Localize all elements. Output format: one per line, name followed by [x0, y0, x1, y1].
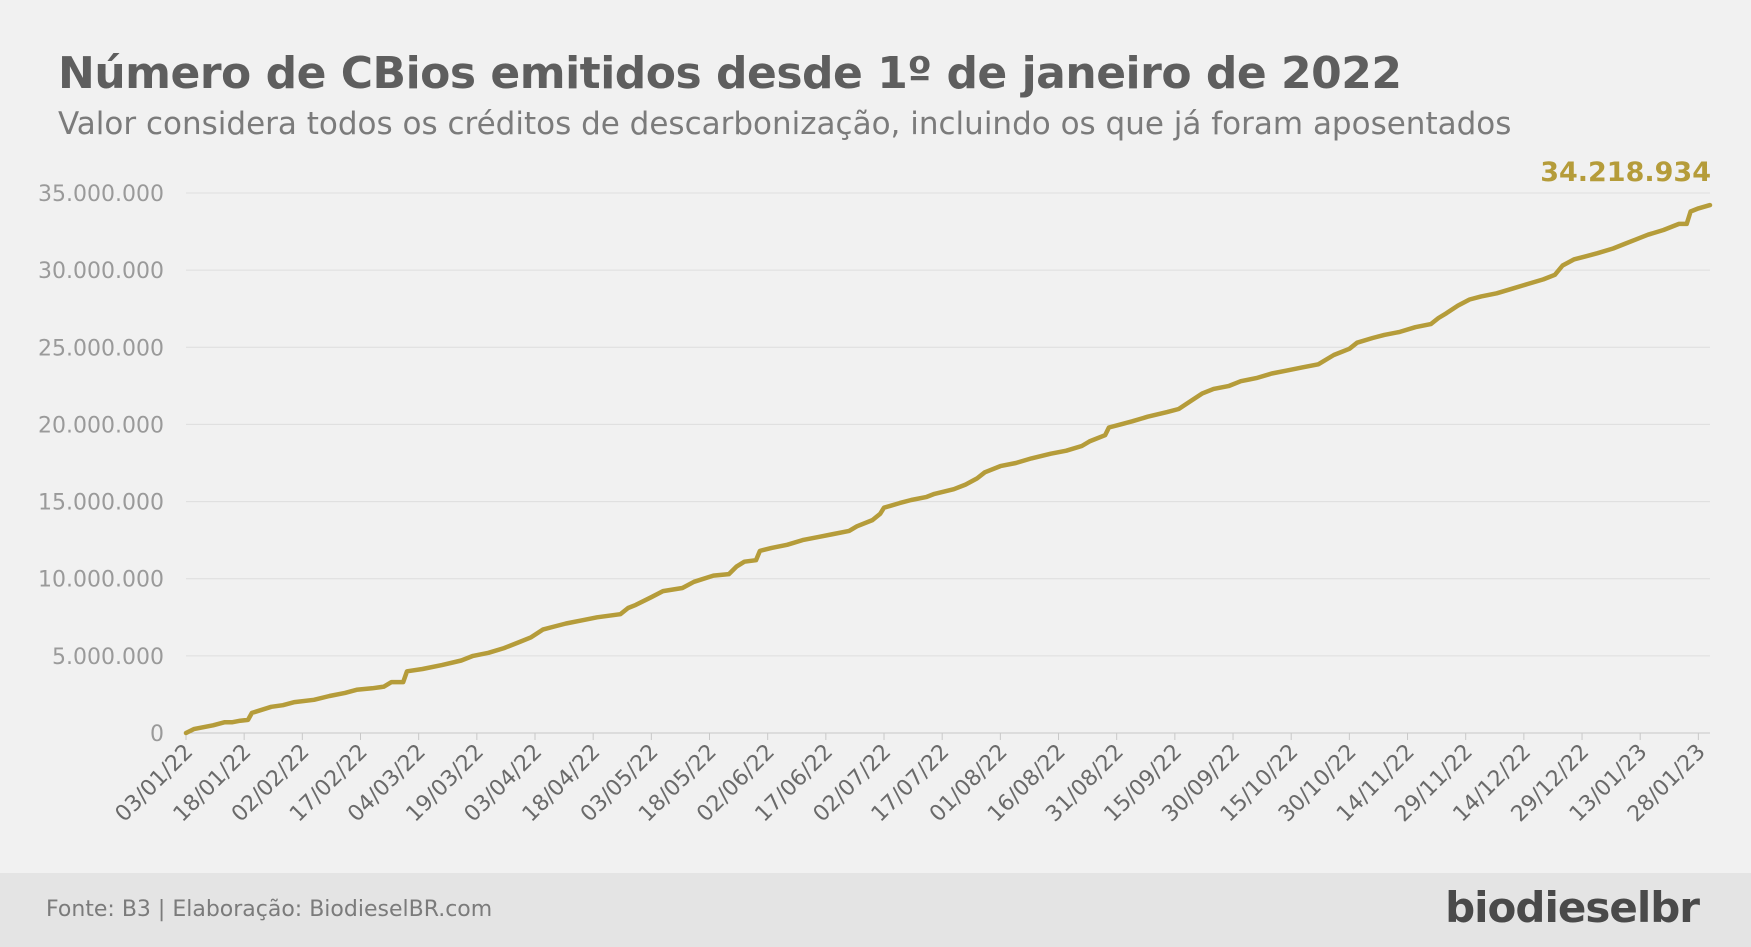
y-tick-label: 10.000.000 — [38, 568, 164, 593]
x-axis: 03/01/2218/01/2202/02/2217/02/2204/03/22… — [111, 733, 1711, 827]
end-value-label: 34.218.934 — [1540, 157, 1711, 188]
grid-lines — [186, 192, 1710, 734]
y-tick-label: 15.000.000 — [38, 491, 164, 516]
chart-subtitle: Valor considera todos os créditos de des… — [58, 106, 1512, 142]
y-axis: 0 5.000.000 10.000.000 15.000.000 20.000.000… — [38, 182, 164, 747]
source-note: Fonte: B3 | Elaboração: BiodieselBR.com — [46, 897, 493, 922]
series-layer: 34.218.934 — [183, 157, 1713, 736]
line-chart: 0 5.000.000 10.000.000 15.000.000 20.000.000… — [38, 157, 1713, 827]
y-tick-label: 0 — [150, 722, 164, 747]
y-tick-label: 25.000.000 — [38, 336, 164, 361]
y-tick-label: 20.000.000 — [38, 413, 164, 438]
brand-logo: biodieselbr — [1445, 883, 1700, 932]
y-tick-label: 5.000.000 — [52, 645, 164, 670]
y-tick-label: 30.000.000 — [38, 259, 164, 284]
y-tick-label: 35.000.000 — [38, 182, 164, 207]
chart-title: Número de CBios emitidos desde 1º de jan… — [58, 48, 1402, 99]
series-line — [183, 202, 1713, 736]
footer: Fonte: B3 | Elaboração: BiodieselBR.com … — [0, 873, 1751, 947]
